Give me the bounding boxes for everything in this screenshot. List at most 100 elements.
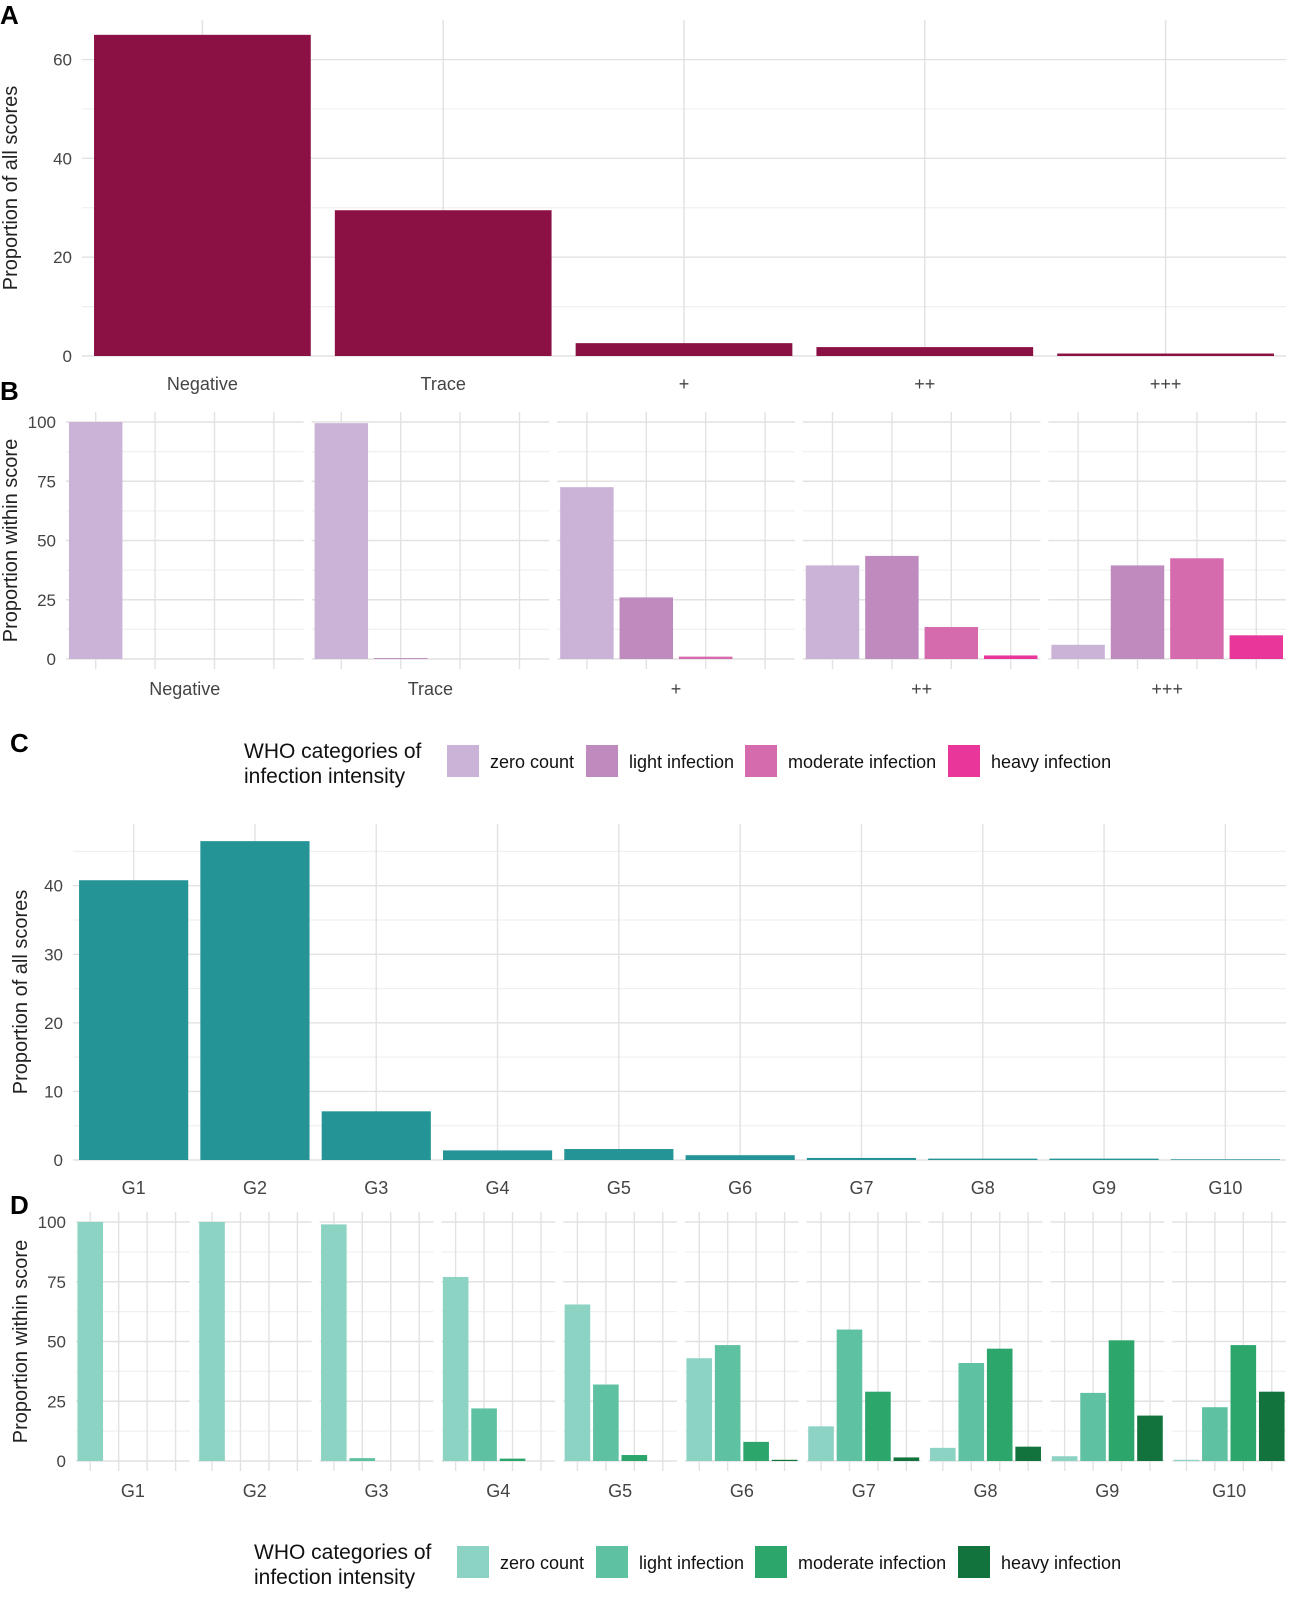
legend-swatch-light-infection xyxy=(596,1546,628,1578)
bar-g7-zero-count xyxy=(808,1426,834,1461)
bar-g4 xyxy=(442,1150,553,1160)
bar-g6-moderate-infection xyxy=(743,1441,769,1461)
y-tick-label: 40 xyxy=(53,149,72,168)
bar-g10-zero-count xyxy=(1173,1459,1200,1461)
legend-title: WHO categories of xyxy=(254,1541,432,1564)
facet-plusplus: ++ xyxy=(802,412,1041,699)
panel-letter-b: B xyxy=(0,376,19,406)
y-tick-label: 0 xyxy=(57,1452,66,1471)
bar-plus-moderate-infection xyxy=(678,656,733,659)
panel-c-chart: 0 10 20 30 40 G1 G2 G3 G4 G5 G6 G7 G8 G9 G10 Proportion… xyxy=(10,824,1286,1198)
bar-g2-zero-count xyxy=(199,1222,225,1461)
facet-plus: + xyxy=(557,412,795,699)
y-tick-label: 100 xyxy=(28,413,56,432)
bar-g3-zero-count xyxy=(321,1224,347,1461)
bar-g4-light-infection xyxy=(471,1408,497,1461)
bar-g10-moderate-infection xyxy=(1230,1345,1257,1461)
bar-g10 xyxy=(1170,1159,1280,1160)
x-category-label: G2 xyxy=(243,1178,267,1198)
bar-trace-zero-count xyxy=(314,423,369,659)
y-tick-label: 40 xyxy=(44,877,63,896)
bar-negative xyxy=(94,34,311,357)
legend-label: moderate infection xyxy=(788,752,936,772)
bar-g9-zero-count xyxy=(1051,1456,1078,1461)
bar-plusplus-moderate-infection xyxy=(924,627,979,659)
bar-g9-moderate-infection xyxy=(1108,1340,1135,1461)
bar-g4-moderate-infection xyxy=(499,1458,526,1461)
y-tick-label: 20 xyxy=(44,1014,63,1033)
bar-g10-light-infection xyxy=(1202,1407,1228,1461)
bar-g7 xyxy=(806,1157,917,1160)
bar-g8-light-infection xyxy=(958,1363,985,1461)
facet-label: G9 xyxy=(1095,1481,1119,1501)
y-tick-label: 10 xyxy=(44,1082,63,1101)
y-axis-label: Proportion of all scores xyxy=(10,890,32,1095)
facet-label: G2 xyxy=(243,1481,267,1501)
facet-g4: G4 xyxy=(441,1212,556,1501)
facet-label: G3 xyxy=(364,1481,388,1501)
legend-label: zero count xyxy=(490,752,574,772)
facet-label: G1 xyxy=(121,1481,145,1501)
facet-label: G6 xyxy=(730,1481,754,1501)
legend-swatch-zero-count xyxy=(447,745,479,777)
bar-plusplus-heavy-infection xyxy=(983,655,1038,659)
facet-g5: G5 xyxy=(563,1212,677,1501)
facet-negative: Negative xyxy=(66,412,304,699)
facet-label: ++ xyxy=(911,679,932,699)
bar-plusplus-light-infection xyxy=(865,555,919,659)
x-category-label: + xyxy=(679,374,690,394)
legend-label: moderate infection xyxy=(798,1553,946,1573)
bar-trace-light-infection xyxy=(373,658,428,659)
x-category-label: G10 xyxy=(1208,1178,1242,1198)
bar-g8-heavy-infection xyxy=(1015,1446,1041,1461)
facet-label: Trace xyxy=(408,679,453,699)
bar-plus xyxy=(575,343,793,356)
panel-letter-a: A xyxy=(0,0,19,30)
bar-g6-heavy-infection xyxy=(771,1459,798,1461)
panel-d-chart: G1 G2 G3 G4 G5 G6 G7 G8 G9 G10 0 25 50 75 100 Proportio… xyxy=(10,1212,1286,1501)
x-category-label: G3 xyxy=(364,1178,388,1198)
facet-label: G4 xyxy=(486,1481,510,1501)
legend-label: heavy infection xyxy=(1001,1553,1121,1573)
x-category-label: Negative xyxy=(167,374,238,394)
y-tick-label: 50 xyxy=(47,1333,66,1352)
y-tick-label: 60 xyxy=(53,51,72,70)
facet-g8: G8 xyxy=(928,1212,1043,1501)
legend-label: light infection xyxy=(639,1553,744,1573)
bar-g9-heavy-infection xyxy=(1137,1415,1163,1461)
bar-plus-light-infection xyxy=(619,597,674,659)
bar-g1 xyxy=(79,880,189,1160)
y-axis-label: Proportion of all scores xyxy=(0,86,22,291)
y-tick-label: 0 xyxy=(54,1151,63,1170)
bar-g7-moderate-infection xyxy=(865,1391,891,1461)
y-tick-label: 0 xyxy=(47,650,56,669)
y-tick-label: 100 xyxy=(38,1213,66,1232)
x-category-label: G8 xyxy=(971,1178,995,1198)
facet-g1: G1 xyxy=(76,1212,190,1501)
panel-b-chart: Negative Trace + ++ +++0255075100Proportion … xyxy=(0,412,1286,699)
facet-label: G8 xyxy=(973,1481,997,1501)
legend-label: zero count xyxy=(500,1553,584,1573)
facet-g2: G2 xyxy=(197,1212,312,1501)
bar-g7-heavy-infection xyxy=(893,1457,920,1461)
bar-negative-zero-count xyxy=(68,422,123,659)
bar-g3 xyxy=(321,1111,431,1160)
bar-g5 xyxy=(564,1149,674,1160)
x-category-label: G1 xyxy=(122,1178,146,1198)
bar-plusplusplus-moderate-infection xyxy=(1170,558,1224,659)
panel-letter-d: D xyxy=(10,1190,29,1220)
bar-g5-moderate-infection xyxy=(621,1455,648,1461)
y-axis-label: Proportion within score xyxy=(10,1240,32,1443)
bar-g6-light-infection xyxy=(714,1345,741,1461)
bar-plusplus xyxy=(816,347,1034,356)
y-axis-label: Proportion within score xyxy=(0,439,22,642)
bar-g10-heavy-infection xyxy=(1258,1391,1285,1461)
legend-title: WHO categories of xyxy=(244,740,422,763)
bar-g2 xyxy=(200,841,310,1160)
bar-plus-zero-count xyxy=(560,487,614,659)
bar-g6-zero-count xyxy=(686,1358,713,1461)
bar-g8-moderate-infection xyxy=(986,1348,1013,1461)
